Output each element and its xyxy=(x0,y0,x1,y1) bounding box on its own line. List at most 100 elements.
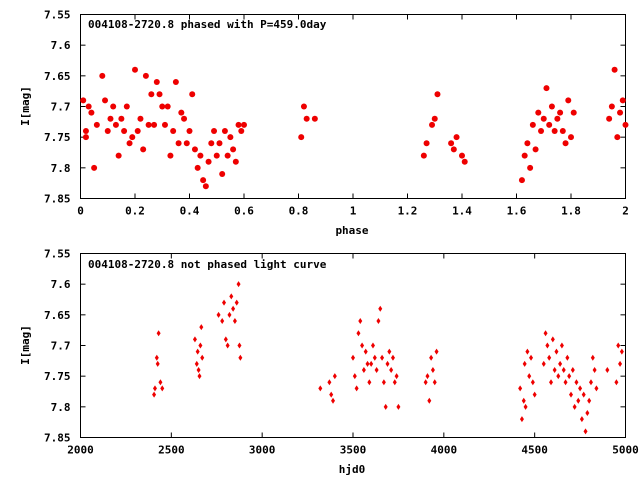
data-point xyxy=(332,373,337,380)
y-tick-label: 7.85 xyxy=(44,193,71,206)
data-point xyxy=(161,121,168,128)
data-point xyxy=(578,385,583,392)
data-point xyxy=(380,354,385,361)
data-point xyxy=(587,397,592,404)
phased-light-curve-panel: 004108-2720.8 phased with P=459.0day 0 0.… xyxy=(19,9,629,238)
data-point xyxy=(183,140,190,147)
y-tick-label: 7.75 xyxy=(44,370,71,383)
data-point xyxy=(107,115,114,122)
y-tick-label: 7.8 xyxy=(51,401,71,414)
data-point xyxy=(196,367,201,374)
data-point xyxy=(590,354,595,361)
data-point xyxy=(192,336,197,343)
data-point xyxy=(374,367,379,374)
data-point xyxy=(383,403,388,410)
data-point xyxy=(390,354,395,361)
data-point xyxy=(219,170,226,177)
x-tick-label: 2000 xyxy=(67,444,94,457)
data-point xyxy=(88,109,95,116)
x-tick-label: 1 xyxy=(350,205,357,218)
data-point xyxy=(535,109,542,116)
data-point xyxy=(519,416,524,423)
data-point xyxy=(429,354,434,361)
data-point xyxy=(579,416,584,423)
data-point xyxy=(574,379,579,386)
data-point xyxy=(361,367,366,374)
data-point xyxy=(137,115,144,122)
y-tick-label: 7.65 xyxy=(44,70,71,83)
data-point xyxy=(525,348,530,355)
data-point xyxy=(311,115,318,122)
data-point xyxy=(594,385,599,392)
data-point xyxy=(197,373,202,380)
data-point xyxy=(618,360,623,367)
y-tick-label: 7.7 xyxy=(51,340,71,353)
data-point xyxy=(605,367,610,374)
data-point xyxy=(197,152,204,159)
data-point xyxy=(200,354,205,361)
data-point xyxy=(559,342,564,349)
data-point xyxy=(220,317,225,324)
data-point xyxy=(202,183,209,190)
data-point xyxy=(431,115,438,122)
data-point xyxy=(540,115,547,122)
data-point xyxy=(549,379,554,386)
data-point xyxy=(140,146,147,153)
data-point xyxy=(121,128,128,135)
y-tick-label: 7.75 xyxy=(44,131,71,144)
data-point xyxy=(567,373,572,380)
data-point xyxy=(381,379,386,386)
data-point xyxy=(532,146,539,153)
data-point xyxy=(592,367,597,374)
data-point xyxy=(385,360,390,367)
x-tick-label: 4500 xyxy=(521,444,548,457)
data-point xyxy=(85,103,92,110)
data-point xyxy=(155,360,160,367)
data-point xyxy=(430,367,435,374)
data-point xyxy=(221,128,228,135)
y-tick-label: 7.55 xyxy=(44,9,71,22)
y-tick-label: 7.6 xyxy=(51,39,71,52)
data-point xyxy=(360,342,365,349)
data-point xyxy=(556,373,561,380)
data-point xyxy=(523,403,528,410)
data-point xyxy=(225,342,230,349)
data-point xyxy=(142,72,149,79)
data-point xyxy=(530,379,535,386)
data-point xyxy=(378,305,383,312)
data-point xyxy=(548,103,555,110)
x-tick-label: 2 xyxy=(622,205,629,218)
data-point xyxy=(230,146,237,153)
data-point xyxy=(222,299,227,306)
data-point xyxy=(213,152,220,159)
data-point xyxy=(387,348,392,355)
data-point xyxy=(546,121,553,128)
data-point xyxy=(608,103,615,110)
data-point xyxy=(152,385,157,392)
data-point xyxy=(145,121,152,128)
data-point xyxy=(562,140,569,147)
data-point xyxy=(559,128,566,135)
x-axis-ticks: 2000 2500 3000 3500 4000 4500 5000 xyxy=(67,253,639,457)
data-point xyxy=(376,317,381,324)
data-point xyxy=(223,336,228,343)
data-point xyxy=(529,354,534,361)
data-point xyxy=(170,128,177,135)
data-point xyxy=(191,146,198,153)
data-point xyxy=(585,409,590,416)
data-point xyxy=(619,348,624,355)
data-point xyxy=(238,128,245,135)
data-point xyxy=(557,109,564,116)
x-tick-label: 1.2 xyxy=(398,205,418,218)
x-tick-label: 3000 xyxy=(249,444,276,457)
data-point xyxy=(561,367,566,374)
data-point xyxy=(327,379,332,386)
data-point xyxy=(318,385,323,392)
x-tick-label: 0.8 xyxy=(289,205,309,218)
data-point xyxy=(331,397,336,404)
data-point xyxy=(565,97,572,104)
data-point xyxy=(370,342,375,349)
data-point xyxy=(160,385,165,392)
data-point xyxy=(156,330,161,337)
